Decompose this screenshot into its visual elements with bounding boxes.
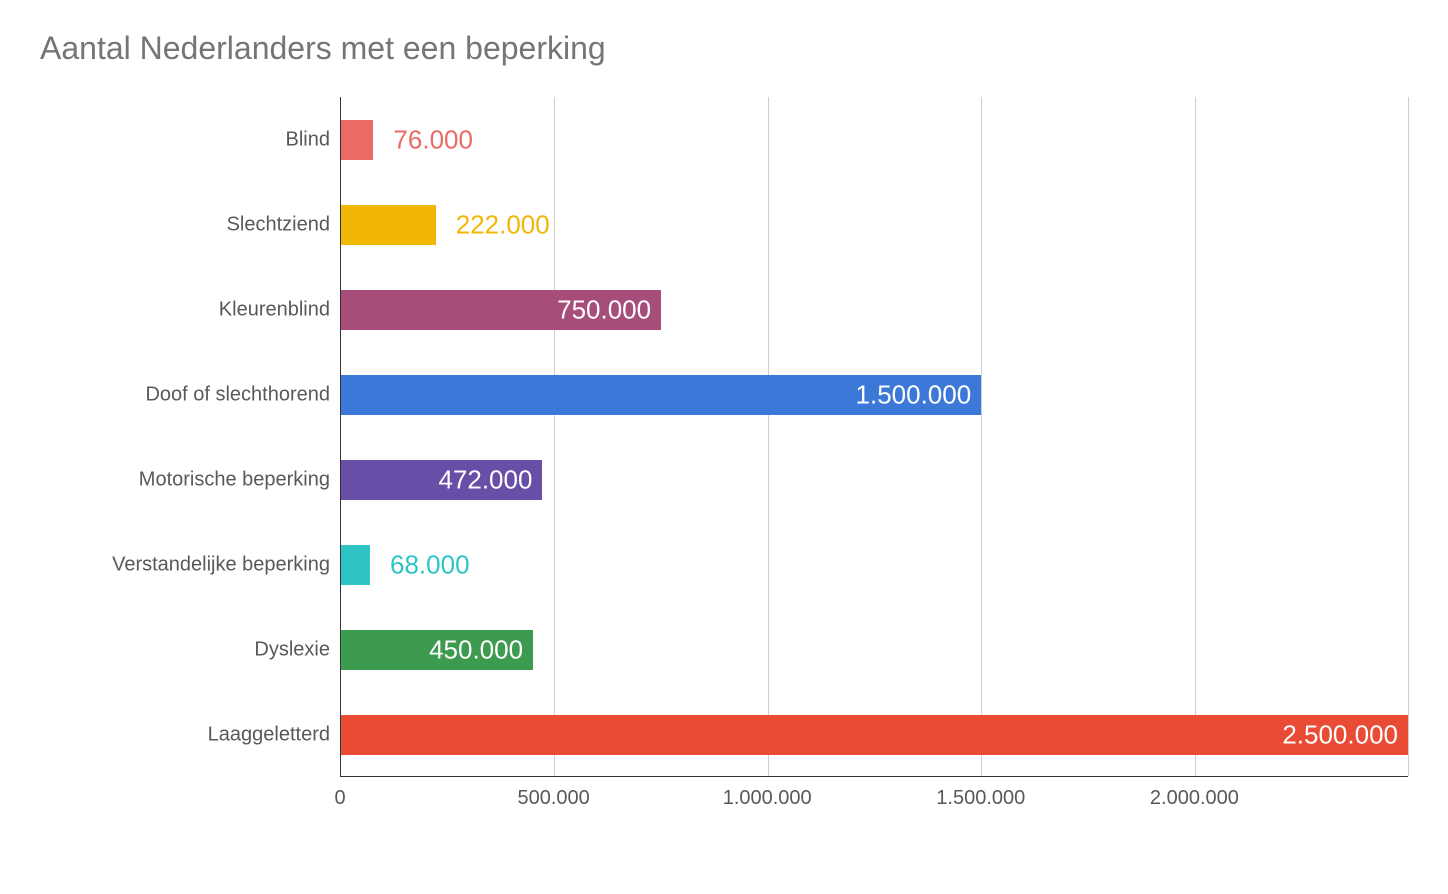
y-axis-label: Laaggeletterd	[208, 723, 330, 746]
y-axis-label: Slechtziend	[227, 213, 330, 236]
bar: 472.000	[341, 460, 542, 500]
y-axis-label: Blind	[286, 128, 330, 151]
bar-value-label: 472.000	[438, 464, 532, 495]
bar-value-label: 68.000	[390, 549, 470, 580]
bar-value-label: 450.000	[429, 634, 523, 665]
gridline	[768, 97, 769, 776]
bar-value-label: 1.500.000	[856, 379, 972, 410]
x-tick-label: 0	[334, 787, 345, 810]
chart-container: Aantal Nederlanders met een beperking Bl…	[0, 0, 1448, 894]
x-axis: 0500.0001.000.0001.500.0002.000.000	[340, 777, 1408, 817]
x-tick-label: 500.000	[517, 787, 589, 810]
gridline	[554, 97, 555, 776]
x-tick-label: 1.000.000	[723, 787, 812, 810]
x-tick-label: 1.500.000	[936, 787, 1025, 810]
bar-value-label: 2.500.000	[1282, 719, 1398, 750]
y-axis-label: Kleurenblind	[219, 298, 330, 321]
bar	[341, 120, 373, 160]
y-axis-label: Dyslexie	[254, 638, 330, 661]
bar: 1.500.000	[341, 375, 981, 415]
bar: 450.000	[341, 630, 533, 670]
gridline	[981, 97, 982, 776]
bar	[341, 205, 436, 245]
bar-value-label: 750.000	[557, 294, 651, 325]
bar	[341, 545, 370, 585]
bar-value-label: 222.000	[456, 209, 550, 240]
x-tick-label: 2.000.000	[1150, 787, 1239, 810]
y-axis-label: Motorische beperking	[139, 468, 330, 491]
y-axis-label: Doof of slechthorend	[145, 383, 330, 406]
plot-area: Blind Slechtziend Kleurenblind Doof of slec…	[40, 97, 1408, 817]
gridline	[1195, 97, 1196, 776]
bar: 2.500.000	[341, 715, 1408, 755]
chart-title: Aantal Nederlanders met een beperking	[40, 30, 1408, 67]
bar-value-label: 76.000	[393, 124, 473, 155]
y-axis: Blind Slechtziend Kleurenblind Doof of slec…	[40, 97, 340, 777]
chart-body: 76.000 222.000 750.000 1.500.000 472.000 68.0…	[340, 97, 1408, 777]
gridline	[1408, 97, 1409, 776]
y-axis-label: Verstandelijke beperking	[112, 553, 330, 576]
bar: 750.000	[341, 290, 661, 330]
